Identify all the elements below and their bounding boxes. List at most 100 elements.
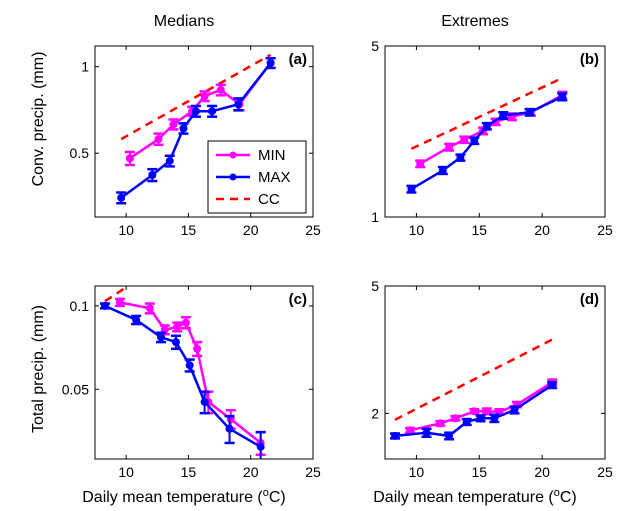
- x-tick-label: 25: [305, 464, 321, 480]
- x-tick-label: 25: [597, 222, 613, 238]
- series-max-point: [185, 361, 194, 370]
- panel-tag: (d): [580, 291, 599, 308]
- series-min-point: [145, 304, 154, 313]
- y-tick-label: 2: [371, 405, 379, 421]
- series-min-point: [470, 407, 479, 416]
- series-min-point: [154, 135, 163, 144]
- legend-label-max: MAX: [258, 169, 291, 186]
- series-max-point: [208, 107, 217, 116]
- x-tick-label: 20: [243, 464, 259, 480]
- plot-area: [390, 338, 558, 441]
- series-max-point: [548, 381, 557, 390]
- series-min-point: [436, 419, 445, 428]
- series-min-line: [409, 381, 553, 432]
- series-max-point: [470, 136, 479, 145]
- series-max-point: [157, 333, 166, 342]
- panel-c: 10 15 20 25 0.05 0.1 (c): [62, 285, 321, 480]
- series-max-point: [391, 431, 400, 440]
- legend-max-marker: [229, 173, 237, 181]
- series-max-point: [191, 107, 200, 116]
- y-tick-label: 0.05: [62, 381, 89, 397]
- x-tick-label: 15: [181, 464, 197, 480]
- series-min-point: [216, 85, 225, 94]
- series-min-point: [181, 318, 190, 327]
- y-tick-label: 1: [371, 209, 379, 225]
- y-tick-label: 5: [371, 278, 379, 294]
- series-max-point: [407, 185, 416, 194]
- y-tick-label: 1: [81, 59, 89, 75]
- legend: MIN MAX CC: [207, 140, 307, 214]
- series-max-point: [100, 301, 109, 310]
- plot-area: [99, 287, 266, 459]
- series-min-point: [200, 92, 209, 101]
- series-max-point: [171, 338, 180, 347]
- series-min-point: [460, 135, 469, 144]
- series-min-point: [406, 426, 415, 435]
- series-max-point: [117, 193, 126, 202]
- series-max-point: [234, 100, 243, 109]
- panel-tag: (a): [289, 51, 307, 68]
- x-tick-label: 10: [409, 222, 425, 238]
- series-max-point: [165, 156, 174, 165]
- series-min-point: [173, 322, 182, 331]
- axes-frame: [94, 285, 314, 460]
- y-tick-label: 0.5: [70, 145, 90, 161]
- series-max-point: [200, 397, 209, 406]
- series-max-point: [482, 122, 491, 131]
- x-tick-label: 20: [534, 464, 550, 480]
- series-min-point: [416, 159, 425, 168]
- plot-area: [116, 53, 276, 205]
- plot-area: [406, 76, 568, 194]
- x-tick-label: 25: [305, 222, 321, 238]
- series-max-point: [179, 124, 188, 133]
- column-title-medians: Medians: [154, 13, 214, 30]
- series-max-point: [499, 111, 508, 120]
- series-max-point: [256, 442, 265, 451]
- series-cc-line: [120, 53, 272, 141]
- x-tick-label: 15: [181, 222, 197, 238]
- x-tick-label: 10: [118, 222, 134, 238]
- series-min-point: [125, 154, 134, 163]
- series-max-point: [132, 315, 141, 324]
- x-tick-label: 10: [118, 464, 134, 480]
- series-min-point: [451, 414, 460, 423]
- series-min-point: [193, 344, 202, 353]
- legend-label-min: MIN: [258, 147, 286, 164]
- series-max-point: [476, 414, 485, 423]
- series-max-point: [445, 431, 454, 440]
- series-max-point: [266, 58, 275, 67]
- series-min-point: [169, 120, 178, 129]
- x-tick-label: 25: [597, 464, 613, 480]
- series-cc-line: [394, 338, 553, 421]
- series-min-point: [115, 298, 124, 307]
- panel-tag: (c): [289, 291, 307, 308]
- series-max-point: [148, 170, 157, 179]
- axes-frame: [384, 45, 606, 218]
- legend-label-cc: CC: [258, 191, 280, 208]
- column-title-extremes: Extremes: [441, 13, 509, 30]
- series-max-point: [422, 428, 431, 437]
- axes-frame: [94, 45, 314, 218]
- series-max-point: [490, 414, 499, 423]
- series-max-point: [462, 417, 471, 426]
- series-max-point: [456, 153, 465, 162]
- series-min-point: [482, 407, 491, 416]
- panel-tag: (b): [580, 51, 599, 68]
- panel-a: 10 15 20 25 0.5 1 (a) MIN MAX CC: [70, 45, 321, 238]
- ylabel-top: Conv. precip. (mm): [30, 52, 47, 187]
- x-tick-label: 15: [471, 464, 487, 480]
- series-max-point: [438, 166, 447, 175]
- y-tick-label: 0.1: [70, 298, 90, 314]
- x-tick-label: 15: [471, 222, 487, 238]
- ylabel-bottom: Total precip. (mm): [30, 305, 47, 433]
- x-tick-label: 20: [534, 222, 550, 238]
- xlabel-left: Daily mean temperature (oC): [82, 487, 286, 506]
- xlabel-right: Daily mean temperature (oC): [373, 487, 577, 506]
- x-tick-label: 20: [243, 222, 259, 238]
- legend-min-marker: [229, 151, 237, 159]
- y-tick-label: 5: [371, 38, 379, 54]
